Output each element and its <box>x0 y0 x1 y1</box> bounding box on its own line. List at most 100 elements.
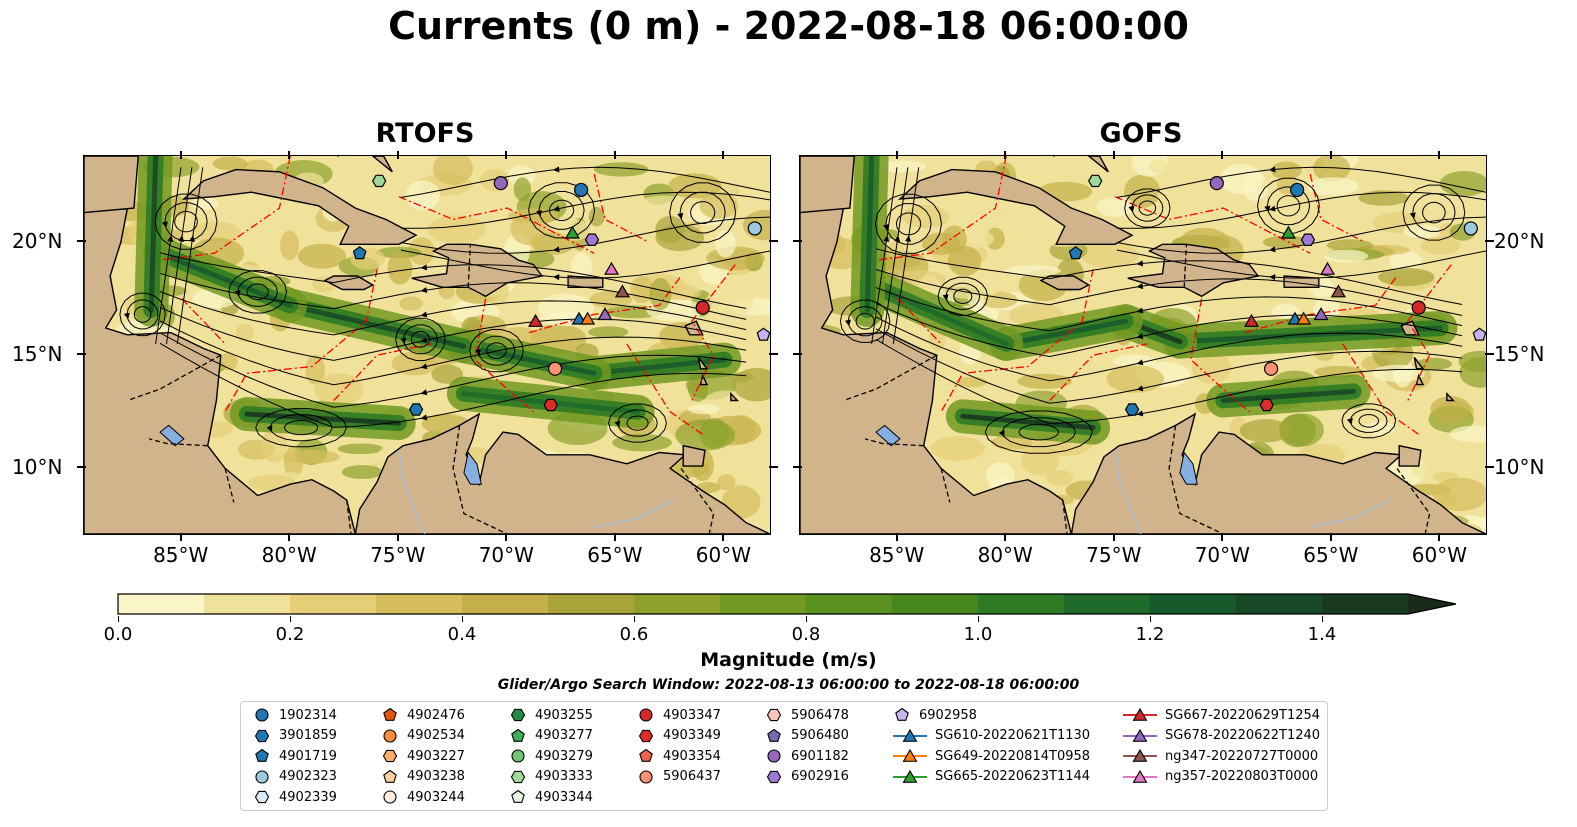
lake-polygon <box>463 451 482 485</box>
streamline-arrow <box>1268 205 1276 212</box>
lon-tick-mark <box>722 151 725 159</box>
marker-SG665-20220623T1144 <box>1280 225 1296 239</box>
streamline <box>875 328 1463 404</box>
legend-item: 5906480 <box>765 727 849 745</box>
gofs-map[interactable] <box>799 155 1487 535</box>
land-polygon <box>1039 275 1091 291</box>
colorbar-tick-mark <box>117 616 119 622</box>
legend-marker-icon <box>1123 769 1157 783</box>
lat-tick-mark <box>793 240 802 242</box>
marker-4903349 <box>543 398 558 412</box>
streamline <box>174 211 198 233</box>
lon-tick-mark <box>1329 533 1332 541</box>
legend-label: ng357-20220803T0000 <box>1165 769 1319 784</box>
marker-4901719 <box>352 246 367 260</box>
marker-5906437 <box>547 361 563 376</box>
marker-6901182 <box>493 176 508 191</box>
eez-boundary <box>1244 275 1398 334</box>
streamline <box>875 287 1463 332</box>
panel-title-rtofs: RTOFS <box>375 118 475 149</box>
marker-ng347-20220727T0000 <box>1330 284 1346 298</box>
streamline <box>410 331 431 348</box>
legend-item: 4902534 <box>381 727 465 745</box>
streamline-arrow <box>1346 417 1353 425</box>
colorbar-bin <box>720 594 807 614</box>
land-polygon <box>567 275 604 288</box>
streamline <box>875 268 1463 316</box>
legend-item: 6902958 <box>893 706 977 724</box>
streamline <box>395 317 446 361</box>
colorbar-bin <box>806 594 893 614</box>
legend-label: 4903344 <box>535 789 593 805</box>
lon-tick-mark <box>179 533 182 541</box>
legend-label: 6902958 <box>919 707 977 723</box>
colorbar-tick-label: 0.8 <box>791 624 821 645</box>
legend-marker-icon <box>893 728 927 742</box>
marker-ng357-20220803T0000 <box>1320 261 1336 275</box>
eez-boundary <box>333 343 432 401</box>
river <box>1114 450 1142 534</box>
streamline-arrow <box>1268 166 1276 173</box>
streamline <box>875 302 1463 358</box>
marker-3901859 <box>1124 403 1140 416</box>
streamline-arrow <box>1136 385 1144 392</box>
legend-label: 4903333 <box>535 769 593 784</box>
streamline <box>1116 191 1486 229</box>
streamline <box>855 312 875 330</box>
legend-item: 4903244 <box>381 788 465 806</box>
streamline <box>1116 216 1486 254</box>
legend-item: SG610-20220621T1130 <box>893 727 1090 745</box>
colorbar-bin <box>548 594 635 614</box>
marker-6902958 <box>756 327 770 341</box>
legend-item: 4903347 <box>637 706 721 724</box>
colorbar-tick-mark <box>461 616 463 622</box>
legend-marker-icon <box>766 708 782 722</box>
legend-item: 4902339 <box>253 788 337 806</box>
streamline <box>159 291 747 336</box>
lat-tick-mark <box>1485 240 1494 242</box>
legend-marker-icon <box>510 770 526 783</box>
legend-label: 5906480 <box>791 728 849 743</box>
land-polygon <box>1087 156 1109 173</box>
legend-item: 4903349 <box>637 727 721 745</box>
rtofs-map[interactable] <box>83 155 771 535</box>
streamline <box>885 203 932 245</box>
streamline <box>400 249 770 279</box>
colorbar-bin <box>892 594 979 614</box>
streamline <box>1116 166 1486 198</box>
legend-item: SG667-20220629T1254 <box>1123 706 1320 724</box>
streamline-arrow <box>552 166 560 173</box>
colorbar-bin <box>290 594 377 614</box>
streamline <box>283 420 319 436</box>
streamline <box>1116 249 1486 279</box>
legend-item: 4903255 <box>509 706 593 724</box>
streamline-arrow <box>552 246 560 253</box>
lon-tick-label: 85°W <box>153 543 209 567</box>
river <box>594 499 675 528</box>
lon-tick-mark <box>1221 533 1224 541</box>
streamline-arrow <box>1136 283 1144 290</box>
eez-boundary <box>940 269 1094 413</box>
legend-item: SG678-20220622T1240 <box>1123 727 1320 745</box>
lon-tick-mark <box>1112 151 1115 159</box>
marker-4903333 <box>1088 174 1103 188</box>
legend-label: 4903227 <box>407 748 465 764</box>
lon-tick-mark <box>613 151 616 159</box>
marker-SG665-20220623T1144 <box>564 225 580 239</box>
legend-marker-icon <box>639 769 653 784</box>
streamline <box>937 276 989 316</box>
streamline <box>154 193 218 250</box>
streamline-arrow <box>1268 246 1276 253</box>
legend-item: 4903279 <box>509 747 593 765</box>
marker-1902314 <box>574 182 589 198</box>
lat-tick-label: 15°N <box>1494 342 1545 367</box>
streamline-arrow <box>400 337 407 345</box>
legend-marker-icon <box>1123 707 1157 721</box>
lat-tick-mark <box>769 466 778 469</box>
streamline-arrow <box>844 319 851 327</box>
lat-tick-mark <box>77 240 86 242</box>
streamline <box>1402 184 1466 241</box>
streamline-arrow <box>1264 205 1271 213</box>
legend-marker-icon <box>639 748 653 762</box>
streamline-arrow <box>123 312 130 320</box>
